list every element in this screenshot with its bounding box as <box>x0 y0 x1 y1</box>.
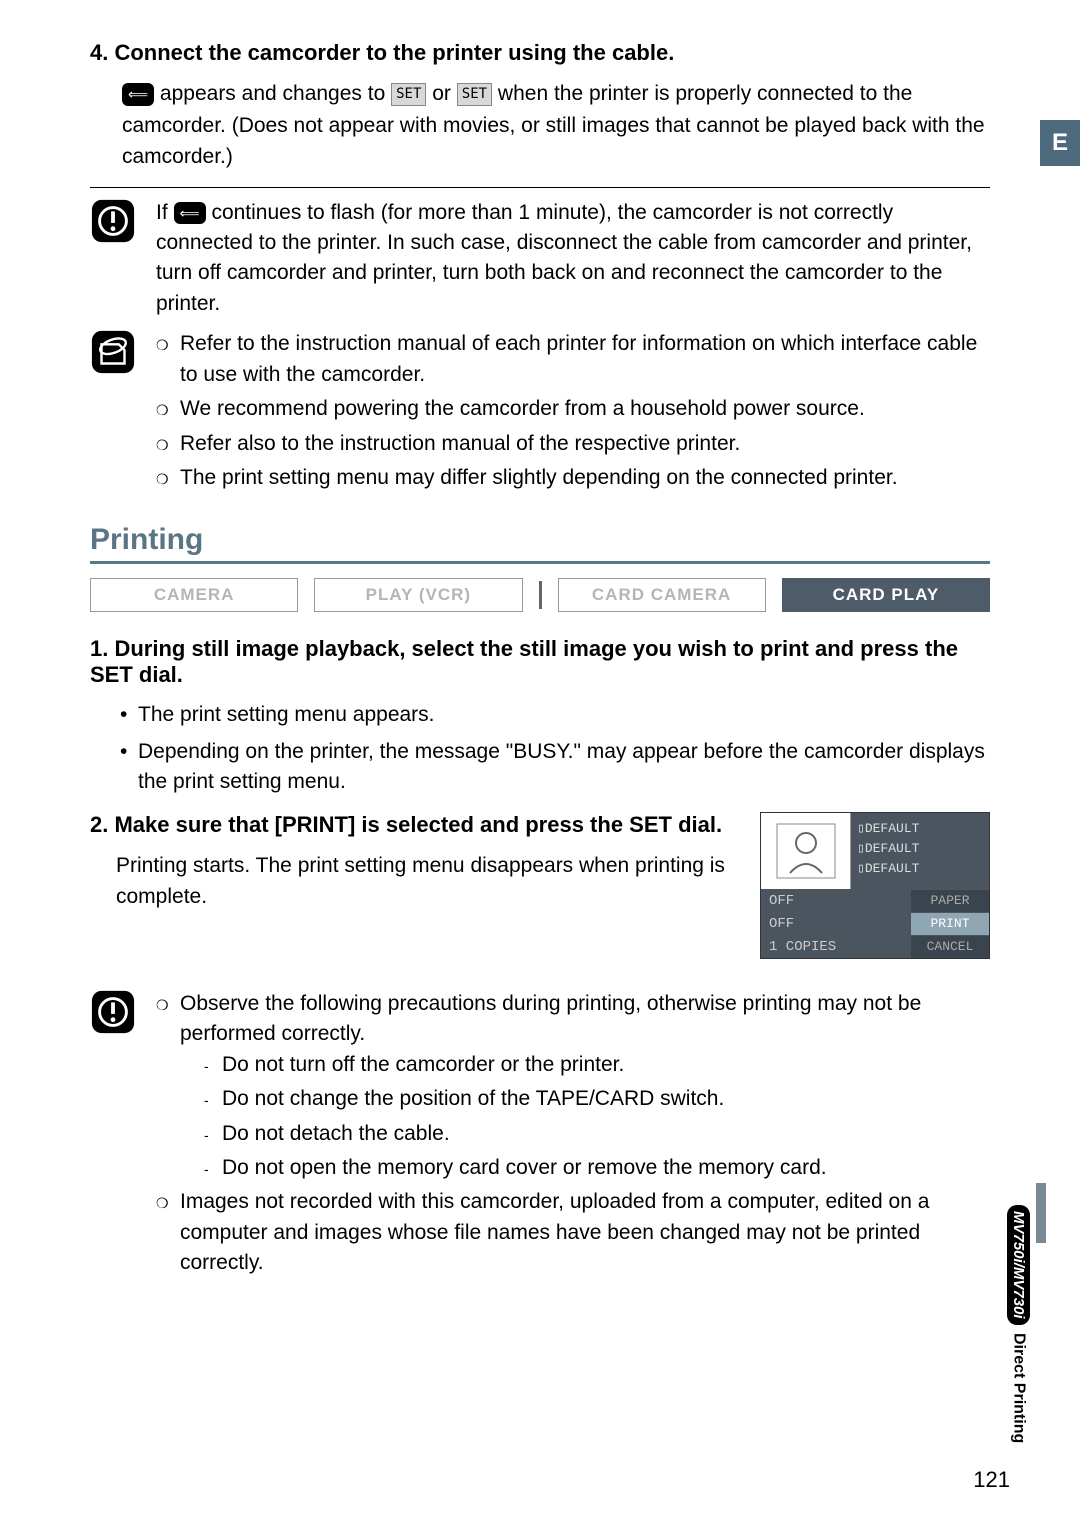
warning-icon <box>90 198 140 249</box>
print-menu-row-left: OFF <box>761 890 911 912</box>
notes1-item: Refer to the instruction manual of each … <box>156 329 990 390</box>
print-menu-row: OFFPRINT <box>761 912 989 935</box>
step1-heading: 1. During still image playback, select t… <box>90 636 990 688</box>
step2-block: 2. Make sure that [PRINT] is selected an… <box>90 812 990 959</box>
side-section-bar <box>1036 1183 1046 1243</box>
warning2-lead-text: Observe the following precautions during… <box>180 992 921 1045</box>
print-menu-default-line: ▯DEFAULT <box>857 859 983 879</box>
mode-row: CAMERA PLAY (VCR) CARD CAMERA CARD PLAY <box>90 578 990 612</box>
warning2-sub-item: Do not detach the cable. <box>204 1119 990 1149</box>
print-settings-menu: ▯DEFAULT▯DEFAULT▯DEFAULT OFFPAPEROFFPRIN… <box>760 812 990 959</box>
step4-heading: 4. Connect the camcorder to the printer … <box>90 40 990 66</box>
warning2-row: Observe the following precautions during… <box>90 989 990 1283</box>
mode-separator <box>539 581 542 609</box>
print-menu-row-left: OFF <box>761 913 911 935</box>
step2-heading: 2. Make sure that [PRINT] is selected an… <box>90 812 742 838</box>
warning2-content: Observe the following precautions during… <box>140 989 990 1283</box>
warning1-post: continues to flash (for more than 1 minu… <box>156 201 972 315</box>
mode-card-play: CARD PLAY <box>782 578 990 612</box>
notes1-item: The print setting menu may differ slight… <box>156 463 990 493</box>
step2-body: Printing starts. The print setting menu … <box>116 850 742 913</box>
note-icon <box>90 329 140 380</box>
step1-bullets: The print setting menu appears. Depending… <box>90 700 990 797</box>
section-title-printing: Printing <box>90 523 990 564</box>
side-labels: MV750i/MV730i Direct Printing <box>1007 1205 1030 1443</box>
print-menu-row-right: PRINT <box>911 913 989 935</box>
step1-bullet: The print setting menu appears. <box>120 700 990 730</box>
notes1-list: Refer to the instruction manual of each … <box>156 329 990 493</box>
print-menu-row-right: CANCEL <box>911 936 989 958</box>
page-number: 121 <box>973 1467 1010 1493</box>
print-menu-row-left: 1 COPIES <box>761 936 911 958</box>
mode-card-camera: CARD CAMERA <box>558 578 766 612</box>
set-badge-1: SET <box>391 83 426 106</box>
side-models: MV750i/MV730i <box>1007 1205 1030 1325</box>
warning-icon-2 <box>90 989 140 1040</box>
step4-body-mid: or <box>432 82 451 105</box>
step4-body-pre: appears and changes to <box>160 82 385 105</box>
language-tab: E <box>1040 120 1080 166</box>
connect-icon-2: ⟸ <box>174 202 206 224</box>
notes1-content: Refer to the instruction manual of each … <box>140 329 990 497</box>
notes1-item: Refer also to the instruction manual of … <box>156 429 990 459</box>
divider <box>90 187 990 188</box>
mode-play-vcr-: PLAY (VCR) <box>314 578 522 612</box>
warning1-pre: If <box>156 201 168 224</box>
print-menu-thumbnail <box>761 813 851 889</box>
step4-body: ⟸ appears and changes to SET or SET when… <box>122 78 990 173</box>
warning1-text: If ⟸ continues to flash (for more than 1… <box>140 198 990 320</box>
side-section-label: Direct Printing <box>1010 1333 1028 1443</box>
warning2-sublist: Do not turn off the camcorder or the pri… <box>180 1050 990 1184</box>
warning2-lead: Observe the following precautions during… <box>156 989 990 1184</box>
warning2-sub-item: Do not turn off the camcorder or the pri… <box>204 1050 990 1080</box>
print-menu-row-right: PAPER <box>911 890 989 912</box>
print-menu-row: 1 COPIESCANCEL <box>761 935 989 958</box>
step4-block: 4. Connect the camcorder to the printer … <box>90 40 990 173</box>
print-menu-default-line: ▯DEFAULT <box>857 839 983 859</box>
notes1-item: We recommend powering the camcorder from… <box>156 394 990 424</box>
warning2-sub-item: Do not open the memory card cover or rem… <box>204 1153 990 1183</box>
connect-icon: ⟸ <box>122 83 154 106</box>
step1-bullet: Depending on the printer, the message "B… <box>120 737 990 798</box>
notes1-row: Refer to the instruction manual of each … <box>90 329 990 497</box>
set-badge-2: SET <box>457 83 492 106</box>
warning2-sub-item: Do not change the position of the TAPE/C… <box>204 1084 990 1114</box>
warning1-row: If ⟸ continues to flash (for more than 1… <box>90 198 990 320</box>
step1-block: 1. During still image playback, select t… <box>90 636 990 797</box>
print-menu-row: OFFPAPER <box>761 889 989 912</box>
print-menu-default-line: ▯DEFAULT <box>857 819 983 839</box>
print-menu-defaults: ▯DEFAULT▯DEFAULT▯DEFAULT <box>851 813 989 889</box>
warning2-second: Images not recorded with this camcorder,… <box>156 1187 990 1278</box>
mode-camera: CAMERA <box>90 578 298 612</box>
